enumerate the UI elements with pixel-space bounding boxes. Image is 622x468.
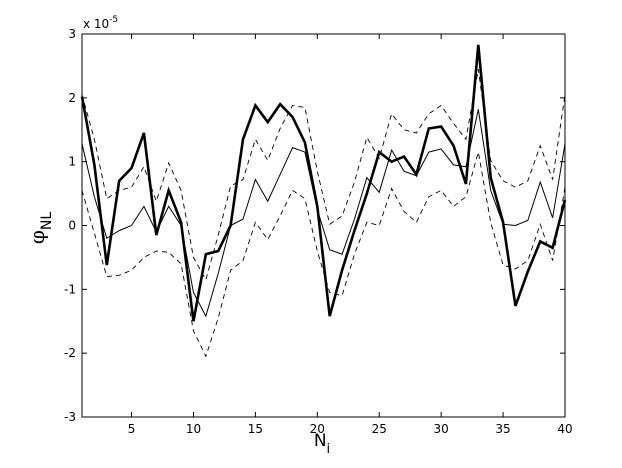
- series-thick-line: [80, 44, 567, 322]
- y-tick-label: -2: [64, 346, 76, 360]
- y-tick-label: 1: [68, 155, 76, 169]
- x-tick-label: 15: [248, 422, 263, 436]
- x-axis-label: Ni: [314, 431, 330, 457]
- series-dashed-upper-line: [81, 69, 566, 281]
- x-tick-label: 30: [434, 422, 449, 436]
- ticks-layer: 5 10 15 20 25 30 35 40 -3 -2 -1 0 1 2 3: [64, 27, 573, 436]
- x-tick-label: 40: [557, 422, 572, 436]
- x-tick-label: 10: [186, 422, 201, 436]
- x-tick-label: 25: [372, 422, 387, 436]
- x-tick-label: 5: [128, 422, 136, 436]
- series-layer: [80, 44, 567, 358]
- y-tick-label: 3: [68, 27, 76, 41]
- series-dashed-lower-line: [81, 151, 566, 358]
- y-axis-label: φNL: [25, 212, 55, 244]
- y-tick-label: -1: [64, 282, 76, 296]
- y-tick-label: 0: [68, 219, 76, 233]
- y-tick-label: 2: [68, 91, 76, 105]
- x-tick-label: 20: [310, 422, 325, 436]
- y-multiplier: x 10-5: [83, 15, 118, 31]
- x-tick-label: 35: [495, 422, 510, 436]
- series-thin-line: [81, 109, 566, 318]
- y-tick-label: -3: [64, 410, 76, 424]
